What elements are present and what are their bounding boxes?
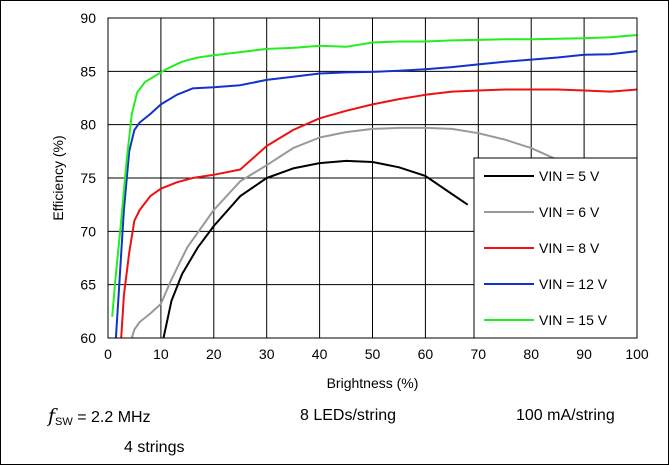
strings-note: 4 strings [124,439,185,456]
y-tick-label: 60 [80,330,96,346]
y-tick-label: 70 [80,223,96,239]
legend-label-3: VIN = 8 V [539,240,600,256]
series-line-3 [120,88,637,338]
x-tick-label: 70 [471,346,487,362]
y-tick-label: 90 [80,10,96,26]
x-tick-label: 20 [206,346,222,362]
legend-label-4: VIN = 12 V [539,276,608,292]
x-tick-label: 10 [153,346,169,362]
x-axis-label: Brightness (%) [327,375,419,391]
y-tick-label: 65 [80,277,96,293]
legend-label-2: VIN = 6 V [539,204,600,220]
x-tick-label: 0 [104,346,112,362]
y-tick-label: 75 [80,170,96,186]
y-axis-label: Efficiency (%) [50,135,66,220]
series-line-2 [130,126,559,338]
x-tick-label: 100 [625,346,649,362]
y-tick-label: 80 [80,117,96,133]
switching-frequency-note: fSW = 2.2 MHz [48,405,151,428]
current-per-string-note: 100 mA/string [516,407,615,424]
legend-label-5: VIN = 15 V [539,312,608,328]
x-tick-label: 30 [259,346,275,362]
series-line-1 [162,159,469,338]
fsw-value: = 2.2 MHz [72,409,151,426]
fsw-subscript: SW [55,416,73,428]
leds-per-string-note: 8 LEDs/string [300,407,397,424]
fsw-symbol: f [48,405,56,427]
x-tick-label: 60 [418,346,434,362]
series-line-4 [114,50,637,338]
y-tick-label: 85 [80,63,96,79]
series-group [111,34,637,338]
x-tick-label: 90 [576,346,592,362]
legend-label-1: VIN = 5 V [539,168,600,184]
x-tick-label: 40 [312,346,328,362]
series-line-5 [111,34,637,317]
x-tick-label: 80 [523,346,539,362]
x-tick-label: 50 [365,346,381,362]
